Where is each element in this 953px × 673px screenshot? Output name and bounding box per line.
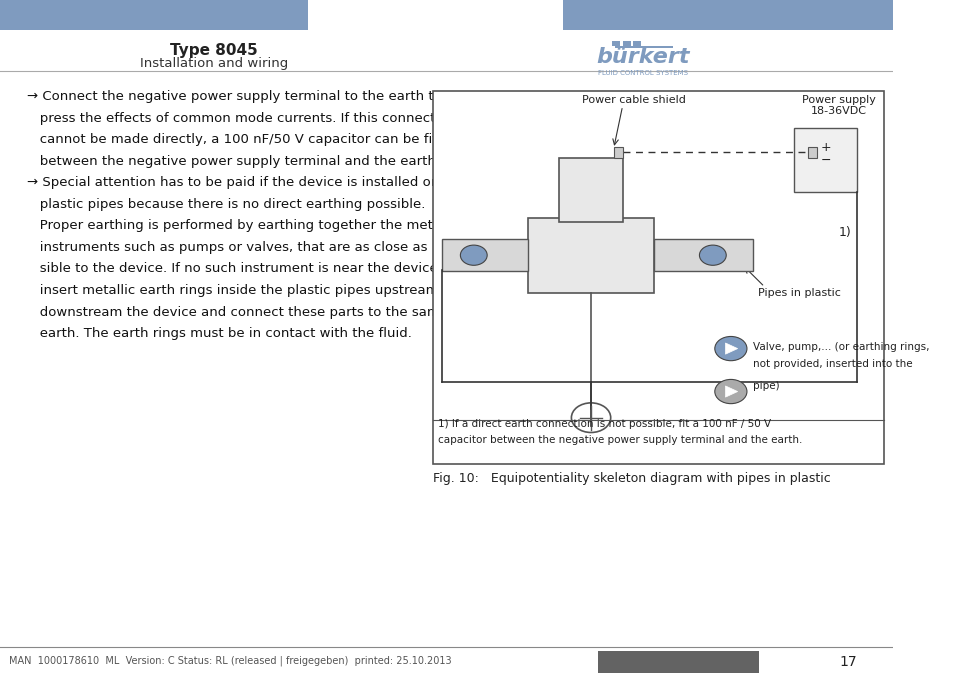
Text: +: + [820,141,830,153]
Text: earth. The earth rings must be in contact with the fluid.: earth. The earth rings must be in contac… [27,327,412,340]
Text: plastic pipes because there is no direct earthing possible.: plastic pipes because there is no direct… [27,198,425,211]
Text: sible to the device. If no such instrument is near the device,: sible to the device. If no such instrume… [27,262,441,275]
Bar [622,41,630,46]
Text: FLUID CONTROL SYSTEMS: FLUID CONTROL SYSTEMS [598,70,687,75]
Text: Valve, pump,... (or earthing rings,: Valve, pump,... (or earthing rings, [753,342,929,352]
Text: capacitor between the negative power supply terminal and the earth.: capacitor between the negative power sup… [437,435,801,446]
Bar [611,41,619,46]
Text: Pipes in plastic: Pipes in plastic [757,287,840,297]
Circle shape [460,245,487,265]
Bar [806,147,816,158]
Bar [598,651,759,673]
Text: Proper earthing is performed by earthing together the metallic: Proper earthing is performed by earthing… [27,219,459,232]
Bar [527,218,654,293]
Text: 1): 1) [839,226,851,240]
Bar [562,0,892,30]
Bar [0,0,308,30]
Text: Power supply: Power supply [801,95,875,105]
Polygon shape [724,343,737,354]
Text: Power cable shield: Power cable shield [581,95,685,105]
Text: cannot be made directly, a 100 nF/50 V capacitor can be fitted: cannot be made directly, a 100 nF/50 V c… [27,133,458,146]
Text: −: − [820,154,830,167]
Text: English: English [648,656,699,669]
Text: press the effects of common mode currents. If this connection: press the effects of common mode current… [27,112,456,125]
Circle shape [699,245,725,265]
Text: 17: 17 [839,656,857,669]
Text: downstream the device and connect these parts to the same: downstream the device and connect these … [27,306,447,318]
Text: instruments such as pumps or valves, that are as close as pos-: instruments such as pumps or valves, tha… [27,241,459,254]
Text: not provided, inserted into the: not provided, inserted into the [753,359,912,369]
Text: Type 8045: Type 8045 [171,43,258,58]
Text: Fig. 10:   Equipotentiality skeleton diagram with pipes in plastic: Fig. 10: Equipotentiality skeleton diagr… [433,472,830,485]
Bar [558,158,622,221]
Text: → Special attention has to be paid if the device is installed on: → Special attention has to be paid if th… [27,176,438,189]
Text: bürkert: bürkert [596,47,689,67]
Bar [633,41,640,46]
Bar [433,91,883,464]
Text: → Connect the negative power supply terminal to the earth to sup-: → Connect the negative power supply term… [27,90,474,103]
Bar [614,46,672,48]
Text: insert metallic earth rings inside the plastic pipes upstream and: insert metallic earth rings inside the p… [27,284,467,297]
Bar [654,240,753,271]
Bar [793,129,857,192]
Circle shape [714,336,746,361]
Bar [442,240,527,271]
Text: MAN  1000178610  ML  Version: C Status: RL (released | freigegeben)  printed: 25: MAN 1000178610 ML Version: C Status: RL … [9,656,451,666]
Text: Installation and wiring: Installation and wiring [140,57,288,71]
Text: 18-36VDC: 18-36VDC [810,106,866,116]
Polygon shape [724,386,737,397]
Text: pipe): pipe) [753,381,780,391]
Circle shape [714,380,746,404]
Text: between the negative power supply terminal and the earth.: between the negative power supply termin… [27,155,439,168]
Bar [613,147,622,158]
Text: 1) If a direct earth connection is not possible, fit a 100 nF / 50 V: 1) If a direct earth connection is not p… [437,419,770,429]
